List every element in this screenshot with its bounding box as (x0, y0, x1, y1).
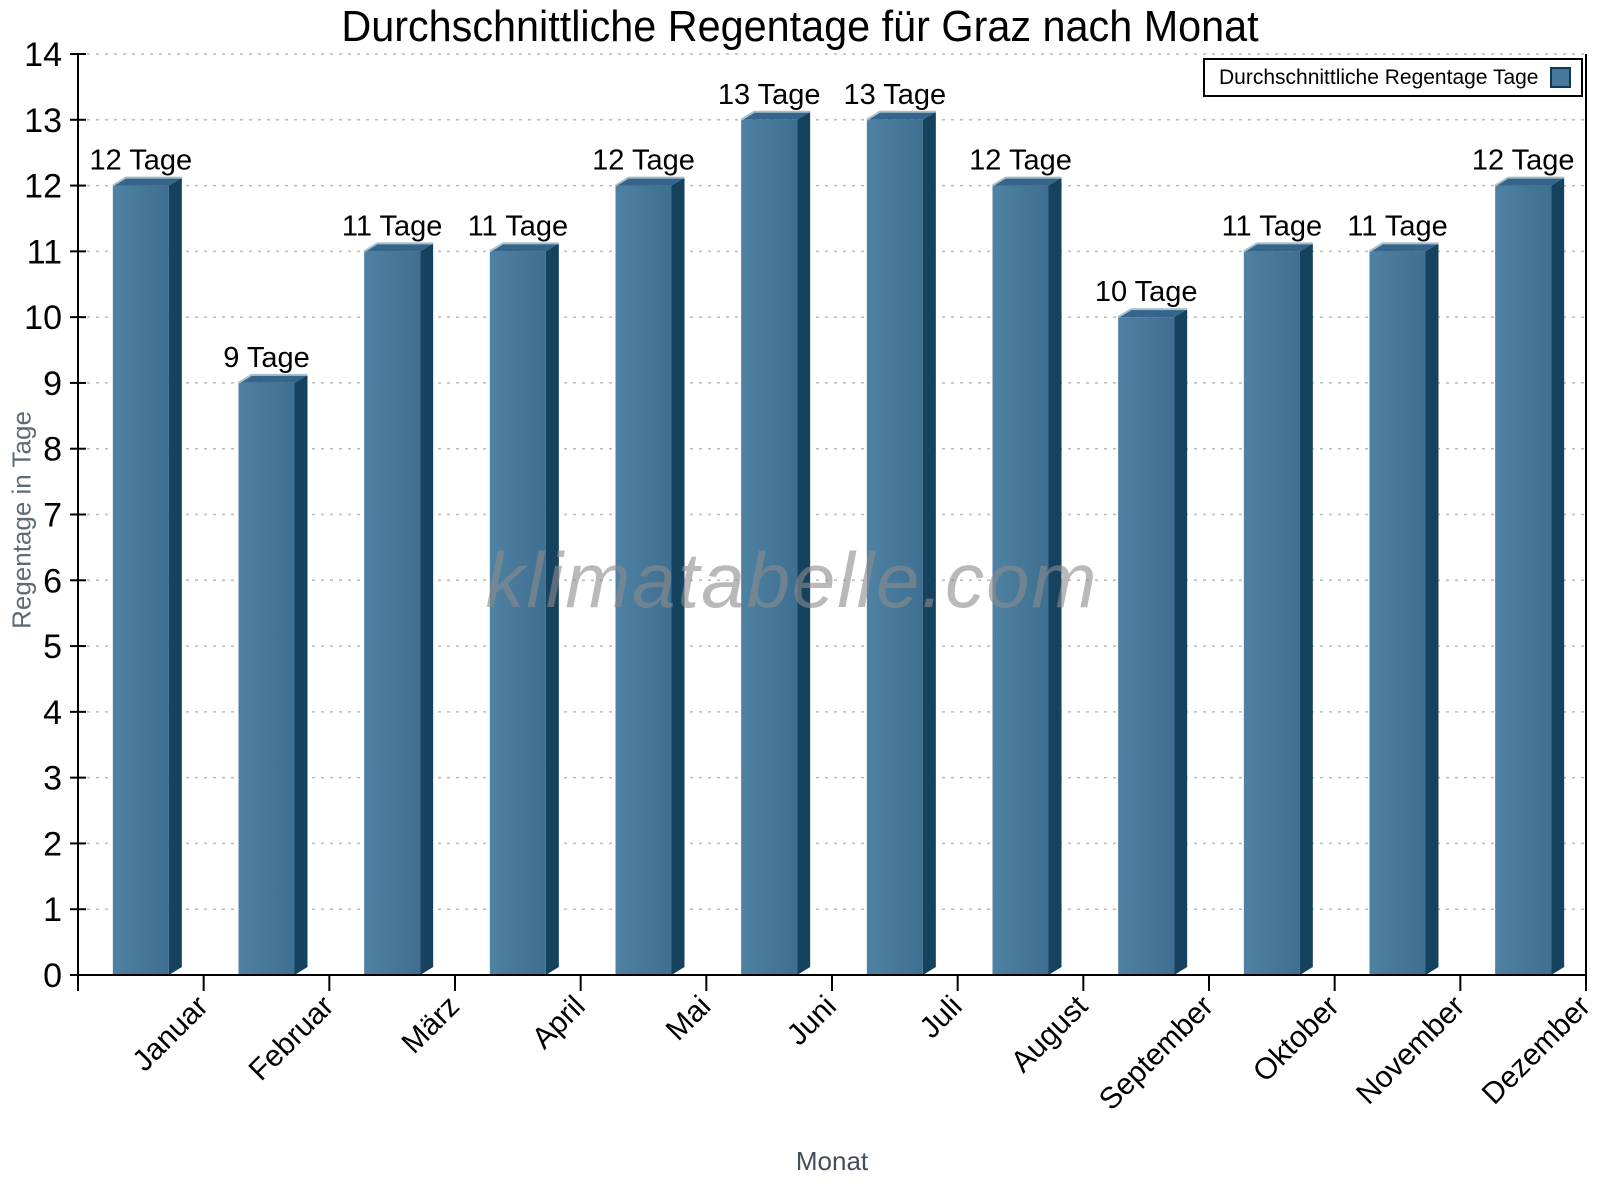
bar-top-face (112, 177, 182, 186)
bar-top-highlight (1117, 308, 1188, 318)
bar-side-face (545, 243, 559, 975)
bar-value-label: 9 Tage (223, 342, 310, 374)
y-tick-label: 12 (24, 168, 62, 206)
bar-top-face (1495, 177, 1565, 186)
bar-top-highlight (489, 242, 559, 253)
bar-value-label: 12 Tage (89, 145, 192, 177)
bar-side-face (1425, 243, 1439, 975)
x-tick-label: Mai (660, 990, 718, 1048)
bar-dezember (1495, 185, 1552, 976)
bar-value-label: 12 Tage (969, 145, 1072, 177)
y-tick-label: 3 (43, 760, 62, 798)
bar-top-face (238, 374, 308, 383)
bar-märz (364, 251, 421, 975)
x-tick-label: September (1093, 990, 1220, 1117)
bar-top-face (1243, 243, 1313, 252)
bar-top-highlight (740, 110, 811, 121)
bar-oktober (1243, 251, 1300, 975)
bar-side-face (922, 111, 936, 976)
bar-side-face (1551, 177, 1565, 976)
x-tick-label: Februar (243, 990, 341, 1088)
y-tick-label: 14 (24, 36, 62, 74)
bar-top-face (1369, 243, 1439, 252)
bar-value-label: 13 Tage (843, 79, 946, 111)
bar-side-face (294, 374, 308, 975)
y-tick-label: 9 (43, 365, 62, 403)
x-tick-label: August (1005, 989, 1095, 1079)
legend: Durchschnittliche Regentage Tage (1203, 58, 1583, 97)
y-tick-label: 11 (27, 233, 62, 271)
bar-september (1118, 317, 1175, 976)
y-tick-label: 6 (43, 562, 62, 600)
bar-top-face (1118, 309, 1188, 318)
bar-juli (866, 119, 923, 976)
bar-top-face (615, 177, 685, 186)
bar-januar (112, 185, 169, 976)
bar-side-face (420, 243, 434, 975)
bar-value-label: 10 Tage (1095, 276, 1198, 308)
bar-value-label: 13 Tage (718, 79, 821, 111)
bar-side-face (671, 177, 685, 976)
legend-swatch-icon (1550, 67, 1571, 88)
bar-side-face (797, 111, 811, 976)
x-tick-label: Dezember (1476, 990, 1597, 1111)
bar-top-face (364, 243, 434, 252)
bar-top-face (866, 111, 936, 120)
bar-mai (615, 185, 672, 976)
y-tick-label: 1 (43, 891, 62, 929)
bar-top-highlight (363, 242, 434, 253)
x-tick-label: März (395, 990, 465, 1060)
x-tick-label: Juni (781, 990, 843, 1052)
bar-side-face (1048, 177, 1062, 976)
y-tick-label: 5 (43, 628, 62, 666)
bar-top-highlight (1494, 176, 1565, 187)
y-tick-label: 4 (43, 694, 62, 732)
bar-value-label: 12 Tage (1472, 145, 1575, 177)
bar-side-face (1174, 309, 1188, 976)
x-tick-label: Januar (126, 990, 214, 1078)
x-axis-title: Monat (795, 1146, 869, 1176)
y-tick-label: 10 (24, 299, 62, 337)
y-tick-label: 7 (43, 497, 62, 535)
y-tick-label: 0 (43, 957, 62, 995)
bar-value-label: 11 Tage (1347, 210, 1448, 242)
legend-label: Durchschnittliche Regentage Tage (1219, 65, 1539, 89)
bar-april (489, 251, 546, 975)
x-tick-label: Oktober (1247, 990, 1346, 1089)
y-tick-label: 8 (43, 431, 62, 469)
y-tick-label: 13 (24, 102, 62, 140)
bar-juni (741, 119, 798, 976)
bar-august (992, 185, 1049, 976)
bar-side-face (168, 177, 182, 976)
bar-top-face (741, 111, 811, 120)
bar-value-label: 11 Tage (468, 210, 569, 242)
bar-top-highlight (112, 176, 182, 187)
bar-top-face (992, 177, 1062, 186)
chart-title: Durchschnittliche Regentage für Graz nac… (341, 2, 1259, 51)
bar-top-highlight (866, 110, 936, 121)
x-tick-label: April (526, 990, 592, 1056)
bar-top-highlight (1368, 242, 1439, 253)
bar-value-label: 11 Tage (342, 210, 443, 242)
bar-top-face (489, 243, 559, 252)
x-tick-label: November (1350, 990, 1471, 1111)
bar-februar (238, 382, 295, 975)
bar-november (1369, 251, 1426, 975)
bar-value-label: 12 Tage (592, 145, 695, 177)
bar-side-face (1299, 243, 1313, 975)
bar-value-label: 11 Tage (1222, 210, 1323, 242)
bar-top-highlight (991, 176, 1062, 187)
bar-top-highlight (237, 373, 308, 384)
y-tick-label: 2 (43, 825, 62, 863)
x-tick-label: Juli (913, 990, 968, 1045)
bar-top-highlight (614, 176, 685, 187)
bar-top-highlight (1243, 242, 1313, 253)
